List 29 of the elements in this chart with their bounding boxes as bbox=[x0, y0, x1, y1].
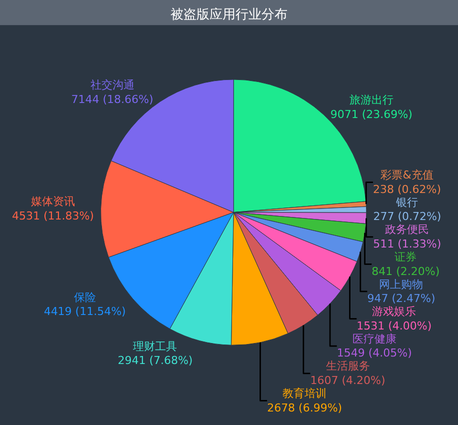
slice-label: 社交沟通 bbox=[90, 78, 134, 92]
data-label: 841 (2.20%) bbox=[372, 264, 440, 278]
data-label: 4531 (11.83%) bbox=[12, 209, 94, 222]
slice-label: 理财工具 bbox=[133, 340, 178, 353]
data-label: 7144 (18.66%) bbox=[71, 92, 154, 106]
data-label: 2678 (6.99%) bbox=[267, 401, 342, 414]
data-label: 277 (0.72%) bbox=[373, 210, 442, 224]
slice-label: 政务便民 bbox=[385, 223, 430, 236]
slice-label: 教育培训 bbox=[282, 387, 327, 400]
slice-label: 旅游出行 bbox=[349, 94, 394, 107]
data-label: 238 (0.62%) bbox=[372, 182, 441, 196]
slice-label: 网上购物 bbox=[379, 278, 424, 291]
data-label: 1531 (4.00%) bbox=[356, 319, 432, 332]
slice-label: 彩票&充值 bbox=[380, 168, 434, 182]
slice-label: 银行 bbox=[395, 196, 418, 209]
data-label: 2941 (7.68%) bbox=[118, 354, 193, 368]
data-label: 511 (1.33%) bbox=[373, 238, 442, 251]
data-label: 1607 (4.20%) bbox=[310, 374, 386, 388]
data-label: 4419 (11.54%) bbox=[44, 305, 126, 318]
slice-label: 媒体资讯 bbox=[30, 195, 75, 208]
slice-label: 生活服务 bbox=[326, 360, 370, 373]
slice-label: 证券 bbox=[394, 250, 417, 264]
data-label: 1549 (4.05%) bbox=[336, 346, 412, 360]
slice-label: 医疗健康 bbox=[352, 332, 396, 346]
data-label: 947 (2.47%) bbox=[367, 292, 436, 306]
slice-label: 保险 bbox=[74, 290, 96, 304]
chart-title: 被盗版应用行业分布 bbox=[170, 6, 288, 23]
data-label: 9071 (23.69%) bbox=[330, 108, 412, 121]
slice-label: 游戏娱乐 bbox=[372, 305, 416, 318]
